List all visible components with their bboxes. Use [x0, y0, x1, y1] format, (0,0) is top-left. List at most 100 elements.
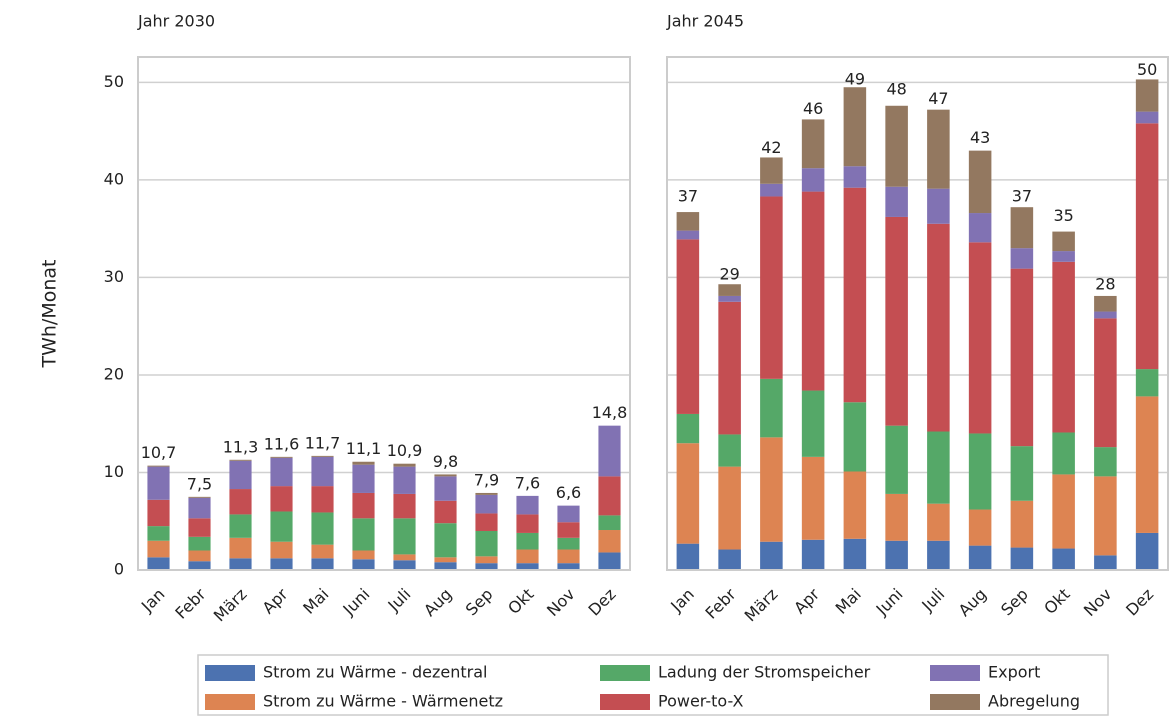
- bar-segment: [968, 150, 992, 214]
- total-label: 10,9: [387, 441, 423, 460]
- bar-segment: [352, 492, 375, 519]
- bar-segment: [147, 465, 170, 467]
- total-label: 35: [1053, 206, 1073, 225]
- bar-segment: [1094, 555, 1117, 570]
- y-tick-label: 0: [114, 560, 124, 579]
- bar-segment: [676, 212, 700, 231]
- x-tick-label: Okt: [1040, 585, 1073, 618]
- bar-segment: [1135, 369, 1159, 397]
- bar-segment: [311, 456, 334, 487]
- y-tick-label: 20: [104, 364, 124, 383]
- bar-segment: [1094, 311, 1117, 319]
- total-label: 29: [719, 265, 739, 284]
- bar-segment: [557, 537, 580, 550]
- bar-segment: [927, 109, 950, 189]
- bar-segment: [927, 503, 950, 541]
- bar-segment: [434, 500, 457, 524]
- total-label: 11,1: [346, 439, 382, 458]
- bar-segment: [1010, 268, 1034, 447]
- x-tick-label: Febr: [171, 584, 209, 622]
- total-label: 47: [928, 89, 948, 108]
- bar-segment: [188, 496, 211, 498]
- bar-segment: [475, 563, 498, 570]
- total-label: 49: [845, 70, 865, 89]
- bar-segment: [434, 557, 457, 563]
- bar-segment: [188, 518, 211, 537]
- bar-segment: [676, 230, 700, 240]
- bar-segment: [843, 538, 867, 570]
- bar-segment: [557, 549, 580, 564]
- legend-swatch: [930, 694, 980, 710]
- bar-segment: [352, 550, 375, 560]
- x-tick-label: Sep: [462, 585, 497, 620]
- bar-segment: [1010, 248, 1034, 269]
- x-tick-label: Juni: [872, 585, 907, 620]
- bar-segment: [676, 413, 700, 444]
- bar-segment: [1052, 474, 1075, 549]
- bar-segment: [1052, 548, 1075, 570]
- bar-segment: [393, 560, 416, 570]
- x-tick-label: Sep: [997, 585, 1032, 620]
- bar-segment: [885, 493, 908, 541]
- bar-segment: [1094, 295, 1117, 312]
- bar-segment: [927, 431, 950, 504]
- bar-segment: [393, 466, 416, 494]
- legend-swatch: [205, 665, 255, 681]
- y-tick-label: 50: [104, 72, 124, 91]
- x-tick-label: Febr: [702, 584, 740, 622]
- bar-segment: [718, 549, 741, 570]
- bar-segment: [1094, 476, 1117, 556]
- total-label: 10,7: [141, 443, 177, 462]
- total-label: 48: [886, 79, 906, 98]
- total-label: 28: [1095, 274, 1115, 293]
- bar-segment: [718, 434, 741, 467]
- bar-segment: [968, 433, 992, 510]
- bar-segment: [147, 466, 170, 500]
- x-tick-label: Nov: [1080, 585, 1116, 621]
- x-tick-label: Juli: [384, 585, 415, 616]
- bar-segment: [885, 186, 908, 217]
- bar-segment: [393, 463, 416, 467]
- bar-segment: [598, 425, 621, 477]
- bar-segment: [801, 456, 825, 540]
- bar-segment: [311, 558, 334, 570]
- bar-segment: [968, 509, 992, 546]
- bar-segment: [676, 443, 700, 544]
- bar-segment: [598, 552, 621, 570]
- bar-segment: [475, 492, 498, 495]
- x-tick-label: Juni: [339, 585, 374, 620]
- total-label: 11,3: [223, 437, 259, 456]
- bar-segment: [270, 486, 293, 512]
- bar-segment: [843, 187, 867, 403]
- total-label: 7,5: [187, 474, 212, 493]
- bar-segment: [188, 536, 211, 551]
- total-label: 46: [803, 99, 823, 118]
- bar-segment: [229, 459, 252, 461]
- bar-segment: [516, 549, 539, 564]
- bar-segment: [885, 540, 908, 570]
- y-tick-label: 40: [104, 169, 124, 188]
- legend-swatch: [600, 665, 650, 681]
- bar-segment: [927, 223, 950, 432]
- x-tick-label: Jan: [666, 585, 698, 617]
- panel-title: Jahr 2030: [137, 12, 215, 31]
- total-label: 7,6: [515, 473, 540, 492]
- bar-segment: [516, 563, 539, 570]
- bar-segment: [270, 541, 293, 559]
- bar-segment: [885, 105, 908, 187]
- legend-label: Power-to-X: [658, 692, 743, 711]
- bar-segment: [188, 561, 211, 570]
- total-label: 11,6: [264, 434, 300, 453]
- bar-segment: [1135, 111, 1159, 124]
- bar-segment: [557, 522, 580, 538]
- bar-segment: [1135, 396, 1159, 533]
- bar-segment: [1010, 547, 1034, 570]
- bar-segment: [1135, 532, 1159, 570]
- bar-segment: [968, 545, 992, 570]
- bar-segment: [475, 494, 498, 514]
- bar-segment: [229, 537, 252, 559]
- bar-segment: [352, 559, 375, 570]
- plot-frame: [666, 56, 1169, 571]
- bar-segment: [676, 239, 700, 414]
